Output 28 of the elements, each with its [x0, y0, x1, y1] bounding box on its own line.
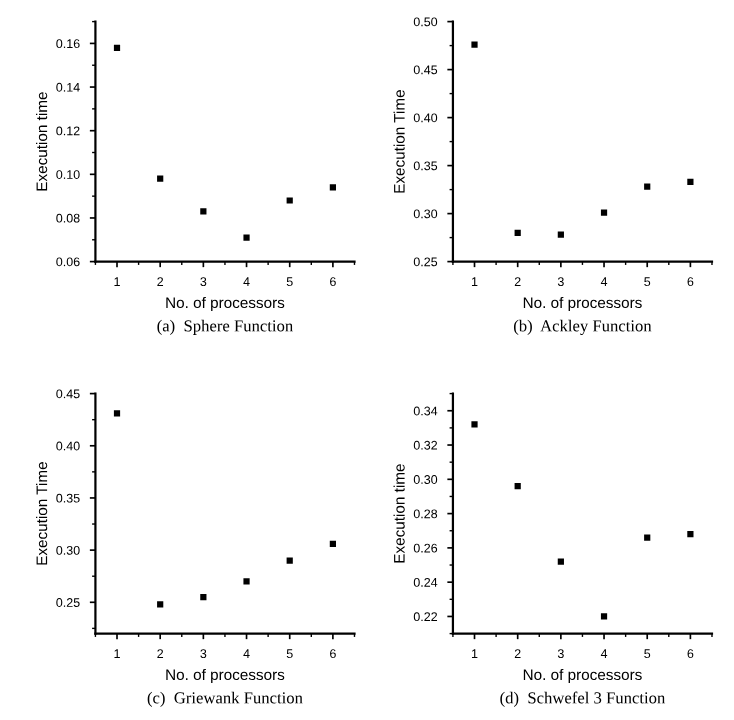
point — [557, 558, 564, 565]
point — [157, 601, 164, 608]
point — [329, 540, 336, 547]
point — [687, 178, 694, 186]
point — [600, 209, 608, 216]
point — [644, 534, 651, 541]
point — [514, 229, 521, 236]
text: (c) Griewank Function — [147, 691, 303, 707]
point — [286, 557, 293, 564]
point — [471, 421, 478, 428]
point — [243, 234, 250, 241]
point — [113, 44, 121, 51]
point — [200, 593, 207, 601]
text: (b) Ackley Function — [513, 319, 652, 335]
text: (d) Schwefel 3 Function — [500, 691, 666, 707]
point — [471, 41, 478, 48]
point — [113, 410, 121, 417]
point — [600, 613, 608, 620]
point — [286, 197, 293, 204]
point — [243, 578, 250, 585]
point — [157, 175, 164, 182]
point — [557, 231, 564, 238]
point — [329, 184, 336, 191]
point — [687, 531, 694, 538]
point — [514, 483, 521, 490]
point — [200, 208, 207, 215]
point — [644, 183, 651, 190]
text: (a) Sphere Function — [157, 319, 293, 335]
